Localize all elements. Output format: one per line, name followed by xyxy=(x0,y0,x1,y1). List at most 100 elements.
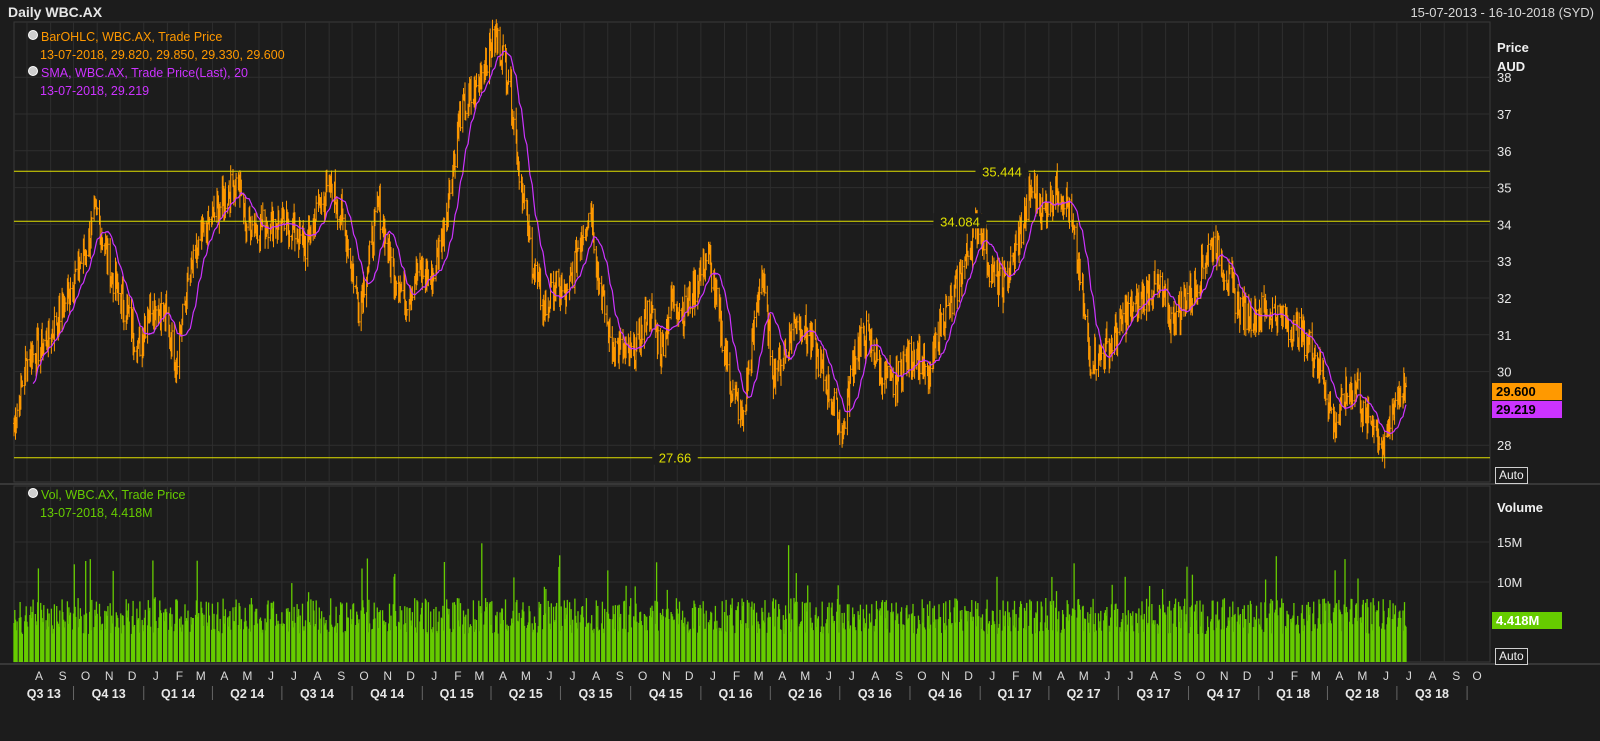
ohlc-bar xyxy=(448,180,451,200)
month-tick-label: F xyxy=(1291,669,1298,683)
ohlc-bar xyxy=(491,19,494,58)
ohlc-bar xyxy=(694,269,697,308)
ohlc-bar xyxy=(272,210,275,248)
month-tick-label: M xyxy=(754,669,764,683)
ohlc-bar xyxy=(1362,400,1365,427)
ohlc-series xyxy=(13,19,1407,469)
ohlc-bar xyxy=(993,261,996,287)
ohlc-bar xyxy=(325,169,328,193)
ohlc-bar xyxy=(256,224,259,244)
month-tick-label: D xyxy=(128,669,137,683)
ohlc-bar xyxy=(160,291,163,336)
ohlc-bar xyxy=(1015,230,1018,251)
ohlc-bar xyxy=(817,348,820,378)
month-tick-label: S xyxy=(337,669,345,683)
ohlc-bar xyxy=(475,73,478,88)
price-tick-label: 35 xyxy=(1497,181,1511,196)
ohlc-bar xyxy=(288,230,291,247)
ohlc-bar xyxy=(320,192,323,215)
ohlc-bar xyxy=(1324,379,1327,406)
ohlc-bar xyxy=(646,300,649,326)
volume-auto-scale-button[interactable]: Auto xyxy=(1495,648,1528,665)
month-tick-label: M xyxy=(196,669,206,683)
quarter-tick-label: Q1 17 xyxy=(998,687,1032,701)
ohlc-bar xyxy=(1095,369,1098,381)
ohlc-bar xyxy=(293,212,296,252)
month-tick-label: D xyxy=(964,669,973,683)
ohlc-bar xyxy=(1351,390,1354,410)
vol-legend-values: 13-07-2018, 4.418M xyxy=(40,506,153,520)
last-price-tag: 29.600 xyxy=(1492,383,1562,400)
ohlc-bar xyxy=(496,27,499,54)
last-volume-tag: 4.418M xyxy=(1492,612,1562,629)
ohlc-bar xyxy=(96,206,99,216)
ohlc-bar xyxy=(251,215,254,238)
legend-toggle-icon[interactable] xyxy=(28,30,38,40)
last-sma-tag: 29.219 xyxy=(1492,401,1562,418)
legend-toggle-icon[interactable] xyxy=(28,488,38,498)
ohlc-bar xyxy=(128,296,131,318)
reference-line-label-bg xyxy=(933,213,987,229)
ohlc-bar xyxy=(422,257,425,280)
ohlc-bar xyxy=(315,195,318,222)
ohlc-bar xyxy=(1132,301,1135,312)
month-tick-label: S xyxy=(1452,669,1460,683)
ohlc-bar xyxy=(1186,282,1188,310)
ohlc-bar xyxy=(187,266,189,282)
ohlc-bar xyxy=(769,314,772,366)
ohlc-bar xyxy=(924,363,927,385)
ohlc-bar xyxy=(203,222,205,237)
ohlc-bar xyxy=(731,379,734,401)
month-tick-label: A xyxy=(778,669,786,683)
ohlc-bar xyxy=(1084,314,1087,321)
price-auto-scale-button[interactable]: Auto xyxy=(1495,467,1528,484)
ohlc-bar xyxy=(358,302,360,327)
ohlc-bar xyxy=(796,315,798,334)
sma-legend-name: SMA, WBC.AX, Trade Price(Last), 20 xyxy=(41,66,249,80)
ohlc-bar xyxy=(1303,320,1306,362)
month-tick-label: J xyxy=(547,669,553,683)
legend-toggle-icon[interactable] xyxy=(28,66,38,76)
ohlc-bar xyxy=(74,260,77,285)
ohlc-bar xyxy=(37,327,40,366)
ohlc-bar xyxy=(1105,321,1108,345)
ohlc-bar xyxy=(801,329,804,343)
ohlc-bar xyxy=(1047,202,1050,217)
ohlc-bar xyxy=(1127,291,1130,328)
ohlc-bar xyxy=(235,172,238,198)
ohlc-bar xyxy=(667,306,670,335)
ohlc-bar xyxy=(1319,349,1322,376)
ohlc-bar xyxy=(74,268,77,272)
ohlc-bar xyxy=(577,240,579,252)
ohlc-bar xyxy=(261,202,264,228)
reference-line-label: 35.444 xyxy=(982,164,1022,179)
ohlc-bar xyxy=(814,319,817,340)
ohlc-bar xyxy=(85,250,88,267)
vol-legend-name: Vol, WBC.AX, Trade Price xyxy=(41,488,186,502)
ohlc-bar xyxy=(961,260,964,285)
quarter-tick-label: Q3 16 xyxy=(858,687,892,701)
ohlc-bar xyxy=(267,225,270,249)
month-tick-label: D xyxy=(1243,669,1252,683)
ohlc-bar xyxy=(651,305,654,314)
ohlc-bar xyxy=(1089,369,1092,379)
ohlc-bar xyxy=(956,265,959,309)
ohlc-bar xyxy=(181,303,184,326)
price-axis-unit: AUD xyxy=(1497,59,1526,74)
ohlc-bar xyxy=(635,321,638,352)
month-tick-label: D xyxy=(685,669,694,683)
ohlc-bar xyxy=(1223,273,1226,291)
ohlc-bar xyxy=(934,332,937,359)
month-tick-label: J xyxy=(431,669,437,683)
ohlc-bar xyxy=(747,359,750,375)
ohlc-bar xyxy=(42,338,45,354)
ohlc-bar xyxy=(1175,303,1178,336)
ohlc-bar xyxy=(641,324,644,345)
month-tick-label: M xyxy=(1079,669,1089,683)
ohlc-bar xyxy=(283,209,286,232)
ohlc-bar xyxy=(1143,285,1146,316)
ohlc-bar xyxy=(849,365,852,384)
ohlc-bar xyxy=(555,270,558,289)
ohlc-bar xyxy=(443,217,446,252)
